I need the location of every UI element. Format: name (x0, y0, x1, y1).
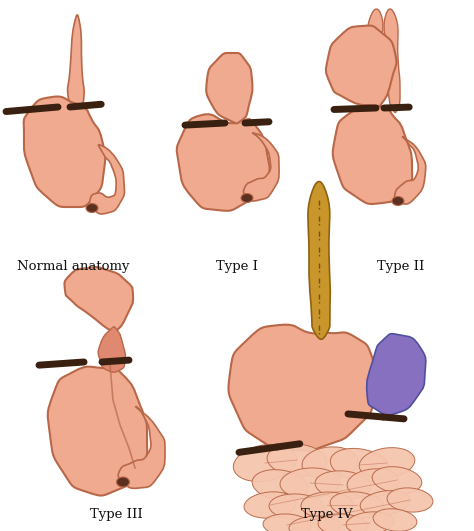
Text: Type I: Type I (216, 261, 258, 273)
Ellipse shape (346, 512, 394, 531)
PathPatch shape (367, 333, 426, 415)
PathPatch shape (206, 53, 253, 123)
Ellipse shape (360, 491, 410, 516)
Ellipse shape (372, 467, 422, 493)
PathPatch shape (48, 366, 147, 495)
Ellipse shape (233, 444, 297, 482)
PathPatch shape (308, 182, 330, 339)
Text: Type II: Type II (377, 261, 424, 273)
PathPatch shape (24, 97, 105, 207)
Ellipse shape (269, 494, 325, 520)
Ellipse shape (330, 492, 384, 518)
PathPatch shape (326, 25, 396, 108)
PathPatch shape (394, 137, 426, 204)
PathPatch shape (384, 9, 400, 113)
PathPatch shape (68, 15, 84, 107)
Ellipse shape (347, 469, 399, 497)
Ellipse shape (392, 196, 404, 205)
PathPatch shape (177, 114, 270, 211)
PathPatch shape (98, 327, 126, 372)
Text: Normal anatomy: Normal anatomy (17, 261, 130, 273)
Ellipse shape (289, 516, 341, 531)
Ellipse shape (244, 492, 296, 518)
Ellipse shape (280, 468, 340, 498)
Ellipse shape (302, 447, 358, 479)
Text: Type IV: Type IV (301, 509, 353, 521)
PathPatch shape (228, 324, 378, 451)
Ellipse shape (86, 203, 98, 212)
Ellipse shape (318, 514, 368, 531)
Ellipse shape (359, 448, 415, 478)
PathPatch shape (64, 267, 133, 333)
Ellipse shape (301, 492, 353, 518)
Ellipse shape (252, 469, 308, 500)
PathPatch shape (367, 9, 383, 113)
Ellipse shape (373, 509, 417, 531)
PathPatch shape (118, 406, 165, 489)
Ellipse shape (267, 444, 327, 476)
Text: Type III: Type III (90, 509, 143, 521)
Ellipse shape (117, 477, 129, 487)
PathPatch shape (333, 105, 412, 204)
Ellipse shape (315, 471, 371, 499)
Ellipse shape (387, 488, 433, 512)
PathPatch shape (244, 133, 279, 201)
Ellipse shape (241, 193, 253, 202)
PathPatch shape (90, 145, 125, 214)
Ellipse shape (263, 514, 311, 531)
Ellipse shape (330, 448, 390, 482)
